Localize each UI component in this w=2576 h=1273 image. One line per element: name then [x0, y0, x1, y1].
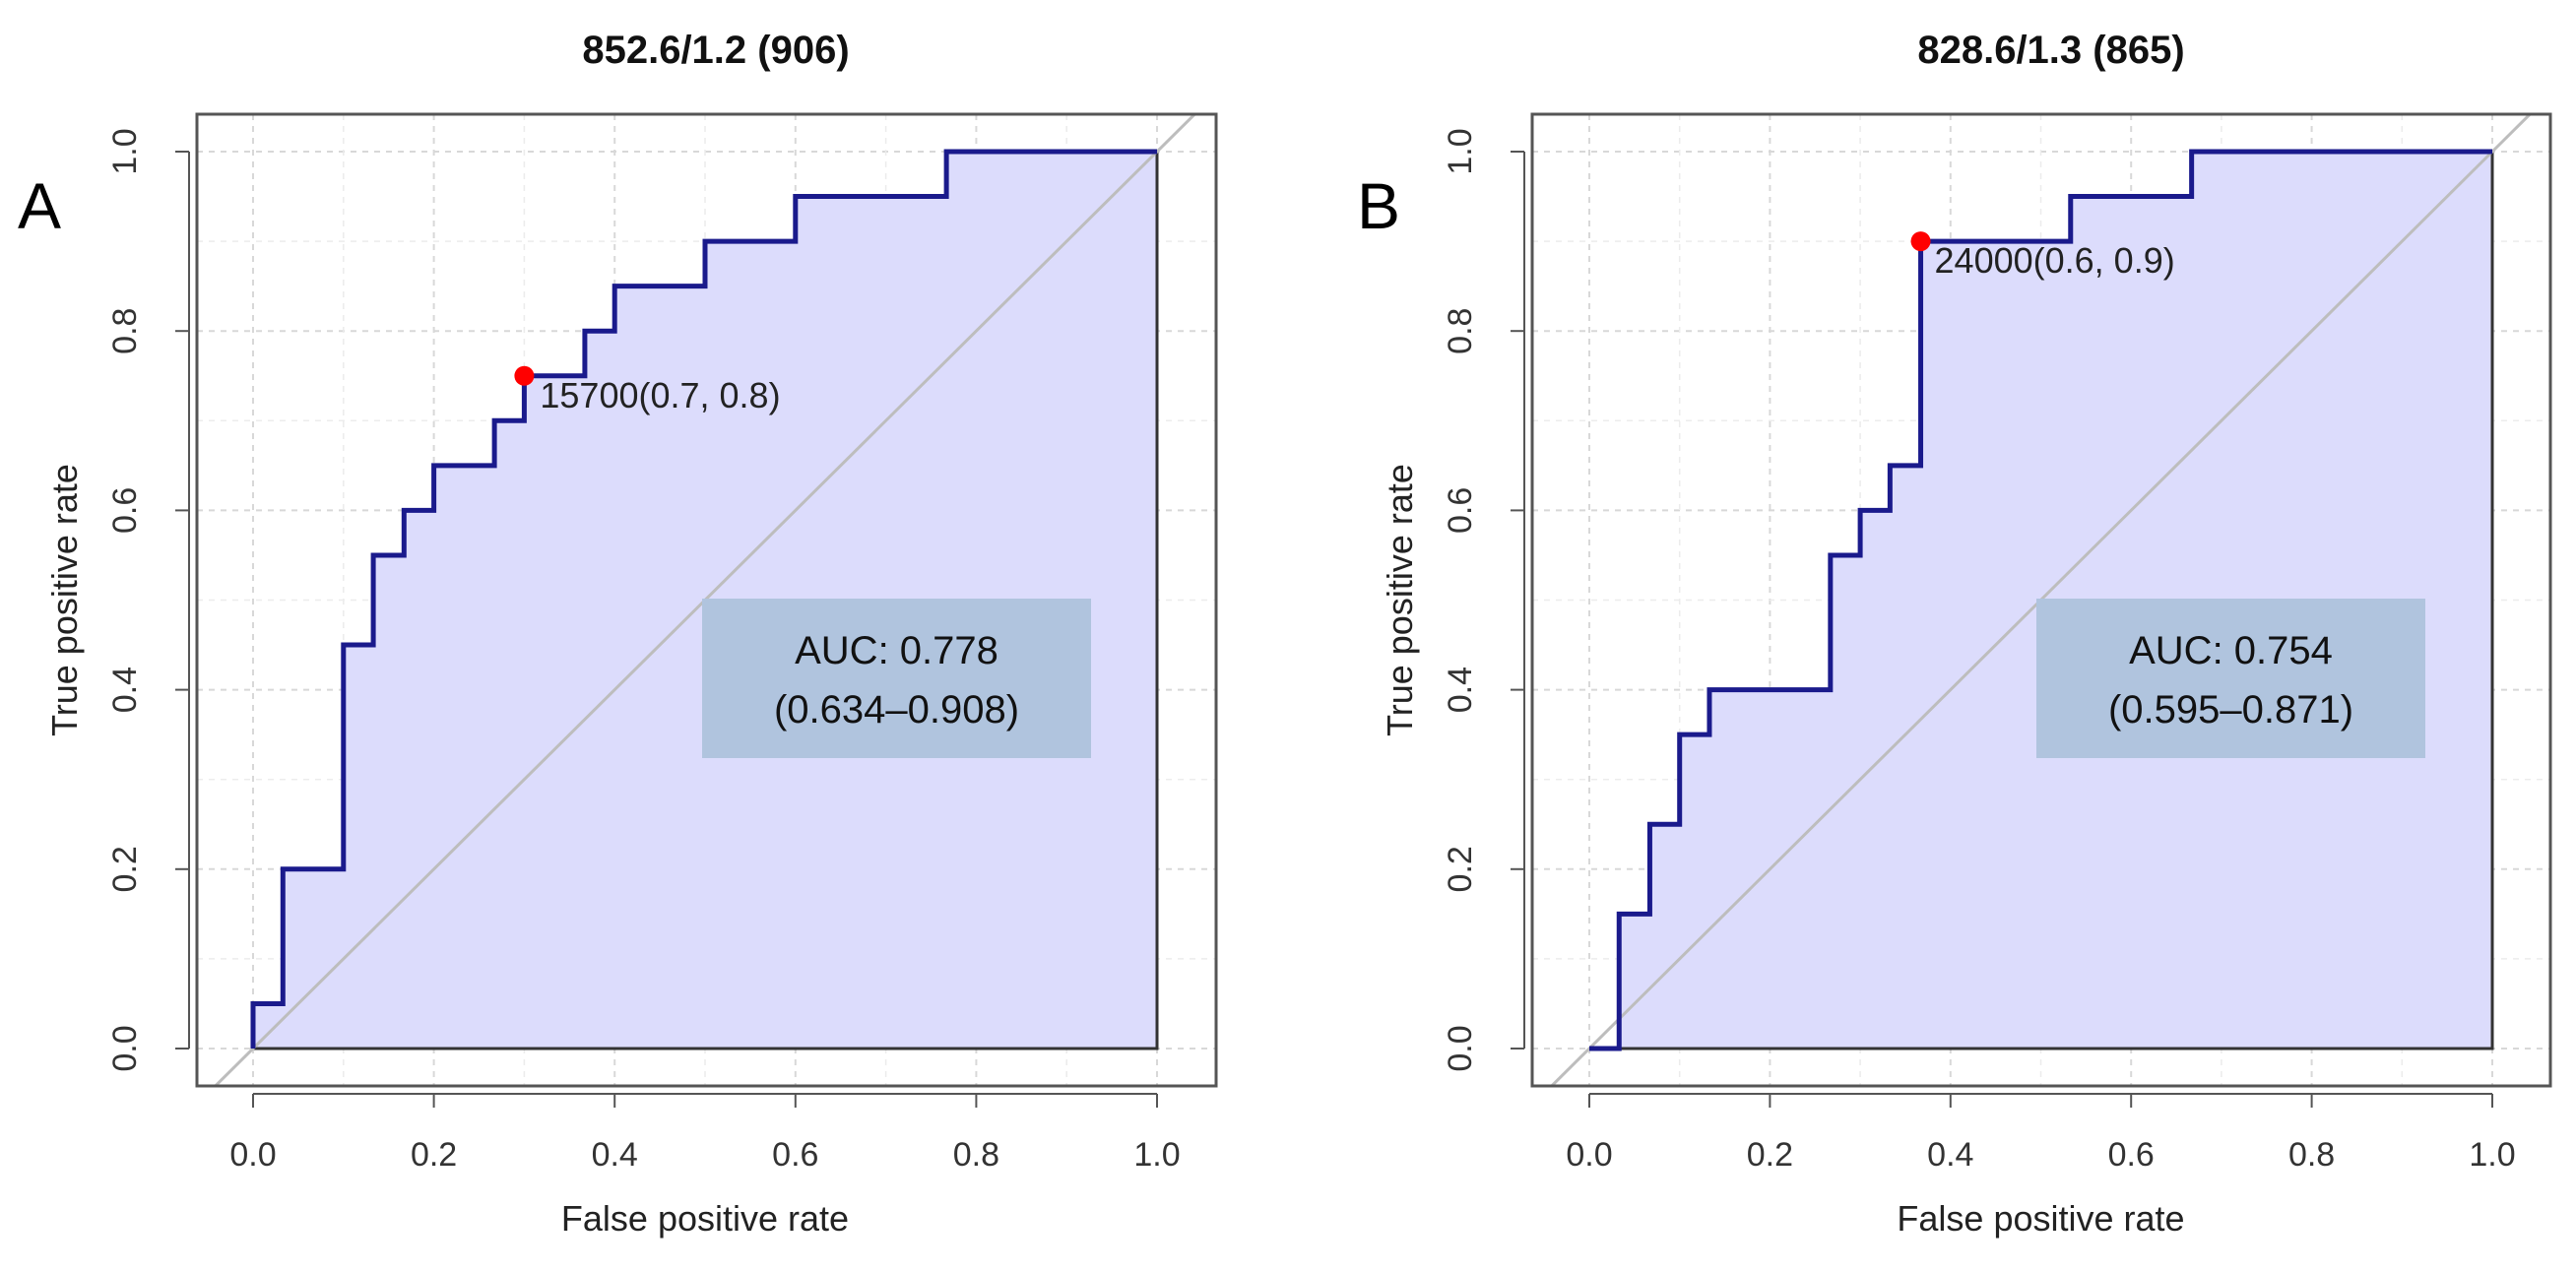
- x-axis-label: False positive rate: [561, 1198, 849, 1239]
- panel-label: B: [1357, 169, 1400, 242]
- y-axis-label: True positive rate: [44, 464, 85, 736]
- x-tick-label: 0.0: [1566, 1136, 1612, 1174]
- roc-panel-b: AUC: 0.754 (0.595–0.871) 24000(0.6, 0.9) 0.…: [1357, 29, 2552, 1239]
- y-tick-label: 0.6: [1442, 487, 1479, 534]
- y-tick-label: 0.0: [1442, 1025, 1479, 1071]
- y-tick-label: 1.0: [106, 128, 144, 174]
- y-tick-label: 0.2: [1442, 846, 1479, 892]
- x-tick-label: 0.0: [229, 1136, 276, 1174]
- x-tick-label: 0.2: [411, 1136, 457, 1174]
- roc-panel-a: AUC: 0.778 (0.634–0.908) 15700(0.7, 0.8) 0.…: [18, 29, 1218, 1239]
- auc-value-text: AUC: 0.754: [2129, 629, 2333, 672]
- x-tick-label: 1.0: [2469, 1136, 2515, 1174]
- y-tick-label: 0.6: [106, 487, 144, 534]
- auc-box: [2036, 599, 2425, 758]
- auc-value-text: AUC: 0.778: [795, 629, 998, 672]
- area-border: [253, 152, 1159, 1050]
- y-tick-label: 0.4: [106, 667, 144, 713]
- x-tick-label: 0.2: [1747, 1136, 1793, 1174]
- area-border: [1589, 152, 2494, 1050]
- optimal-cutoff-point: [1910, 231, 1931, 252]
- x-axis-label: False positive rate: [1897, 1198, 2184, 1239]
- plot-frame: [195, 112, 1218, 1088]
- optimal-cutoff-label: 24000(0.6, 0.9): [1935, 240, 2175, 281]
- panel-label: A: [18, 169, 61, 242]
- x-tick-label: 0.6: [772, 1136, 818, 1174]
- roc-curve: [250, 149, 1157, 1049]
- roc-curve: [1589, 149, 2492, 1051]
- optimal-cutoff-point: [514, 365, 535, 386]
- optimal-cutoff-label: 15700(0.7, 0.8): [540, 375, 780, 415]
- y-tick-label: 0.8: [1442, 308, 1479, 354]
- x-tick-label: 1.0: [1133, 1136, 1180, 1174]
- y-tick-label: 0.4: [1442, 667, 1479, 713]
- plot-frame: [1530, 112, 2552, 1088]
- y-tick-label: 1.0: [1442, 128, 1479, 174]
- x-tick-label: 0.4: [1927, 1136, 1973, 1174]
- chart-title: 852.6/1.2 (906): [582, 29, 849, 72]
- x-tick-label: 0.8: [953, 1136, 999, 1174]
- y-axis-label: True positive rate: [1380, 464, 1420, 736]
- auc-ci-text: (0.595–0.871): [2108, 688, 2353, 732]
- auc-ci-text: (0.634–0.908): [774, 688, 1019, 732]
- x-tick-label: 0.6: [2108, 1136, 2155, 1174]
- y-tick-label: 0.0: [106, 1025, 144, 1071]
- y-tick-label: 0.2: [106, 846, 144, 892]
- x-tick-label: 0.8: [2288, 1136, 2335, 1174]
- x-tick-label: 0.4: [592, 1136, 638, 1174]
- chart-title: 828.6/1.3 (865): [1917, 29, 2184, 72]
- y-tick-label: 0.8: [106, 308, 144, 354]
- auc-box: [702, 599, 1091, 758]
